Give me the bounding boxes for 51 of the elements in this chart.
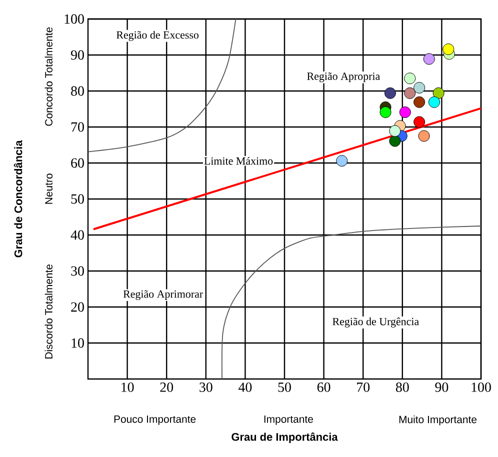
x-tick-label: 40 — [238, 382, 252, 392]
point — [384, 87, 396, 99]
text: Concordo Totalmente — [44, 27, 52, 126]
point — [442, 43, 454, 55]
text: Neutro — [45, 174, 52, 204]
line-series — [88, 18, 236, 152]
annotation: Região Apropria — [307, 72, 380, 82]
point — [389, 135, 401, 147]
y-tick-label: 100 — [64, 14, 84, 24]
y-axis-title: Grau de Concordância — [14, 140, 22, 258]
point — [414, 96, 426, 108]
point — [414, 82, 426, 94]
point — [404, 87, 416, 99]
point — [423, 53, 435, 65]
point — [389, 125, 401, 137]
point — [418, 130, 430, 142]
x-tick-label: 30 — [200, 382, 212, 392]
annotation: Região de Excesso — [116, 30, 199, 41]
annotation: Limite Máximo — [204, 156, 273, 165]
y-tick-label: 40 — [70, 230, 84, 240]
y-tick-label: 20 — [71, 302, 84, 312]
point — [399, 106, 411, 118]
x-tick-label: 60 — [317, 382, 330, 392]
point — [432, 87, 444, 99]
line-series — [222, 226, 482, 380]
y-tick-label: 60 — [71, 158, 84, 168]
point — [336, 155, 348, 167]
point — [428, 96, 440, 108]
text: Pouco Importante — [114, 416, 196, 425]
point — [404, 72, 416, 84]
y-tick-label: 30 — [71, 266, 84, 276]
point — [380, 106, 392, 118]
x-tick-label: 20 — [160, 382, 174, 392]
x-tick-label: 10 — [122, 382, 134, 392]
x-tick-label: 70 — [357, 382, 370, 392]
y-tick-label: 50 — [71, 194, 84, 204]
x-tick-label: 50 — [278, 382, 291, 392]
text: Importante — [264, 416, 313, 425]
x-tick-label: 80 — [396, 382, 409, 392]
annotation: Região de Urgência — [332, 317, 419, 328]
y-tick-label: 70 — [71, 122, 84, 132]
y-tick-label: 10 — [72, 338, 84, 348]
x-tick-label: 100 — [472, 382, 491, 392]
x-tick-label: 90 — [435, 382, 448, 392]
x-axis-title: Grau de Importância — [232, 432, 338, 443]
point — [414, 116, 426, 128]
text: Discordo Totalmente — [44, 264, 52, 358]
y-tick-label: 80 — [71, 86, 84, 96]
annotation: Região Aprimorar — [123, 290, 203, 300]
y-tick-label: 90 — [70, 50, 84, 60]
text: Muito Importante — [399, 416, 477, 426]
